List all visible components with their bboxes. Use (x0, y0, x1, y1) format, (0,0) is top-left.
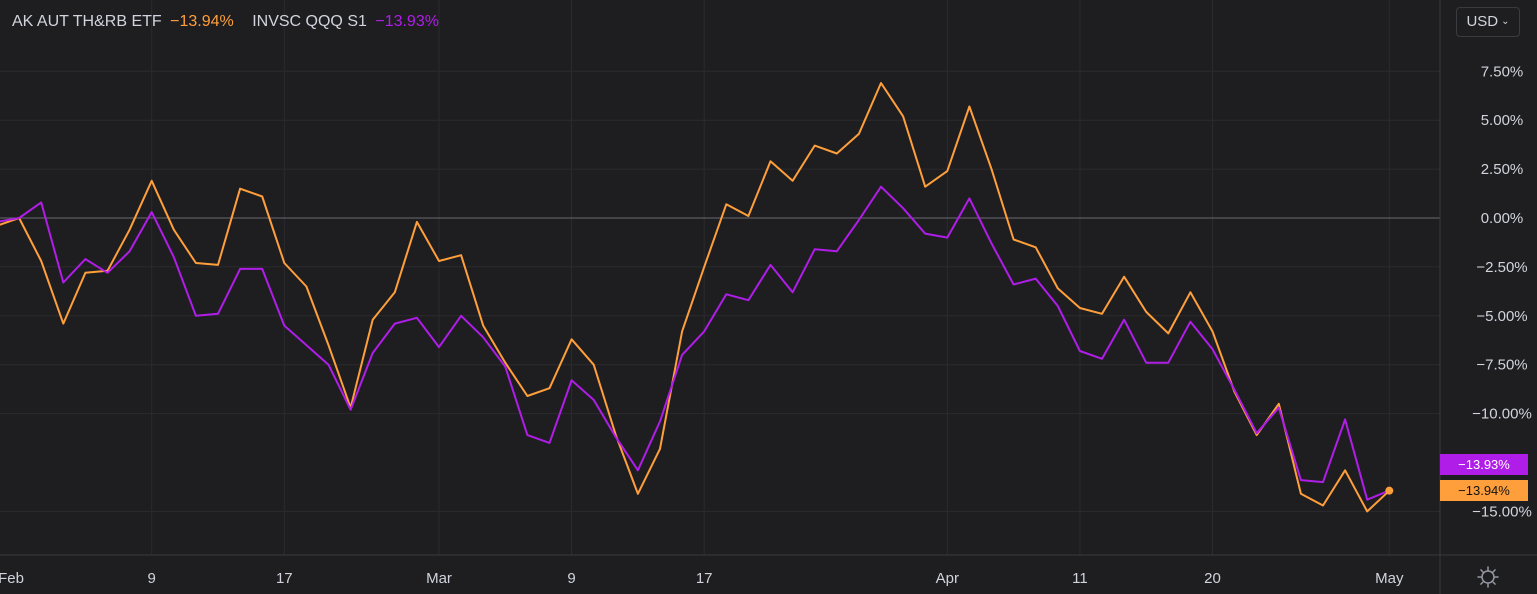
y-tick-label: 0.00% (1481, 210, 1524, 227)
x-tick-label: 20 (1204, 570, 1221, 587)
currency-dropdown-button[interactable]: USD ⌄ (1456, 7, 1520, 37)
y-tick-label: −10.00% (1472, 406, 1532, 423)
y-tick-label: −7.50% (1476, 357, 1527, 374)
series1-legend-value: −13.94% (170, 13, 234, 30)
series2-legend-value: −13.93% (375, 13, 439, 30)
y-tick-label: −5.00% (1476, 308, 1527, 325)
chevron-down-icon: ⌄ (1501, 16, 1510, 27)
y-tick-label: −2.50% (1476, 259, 1527, 276)
x-tick-label: 17 (276, 570, 293, 587)
series-layer (0, 82, 1394, 513)
y-tick-label: 7.50% (1481, 63, 1524, 80)
x-tick-label: 17 (696, 570, 713, 587)
gear-icon[interactable] (1476, 565, 1500, 589)
x-tick-label: 9 (567, 570, 575, 587)
currency-label: USD (1466, 13, 1499, 30)
y-tick-label: 2.50% (1481, 161, 1524, 178)
series-line-1 (0, 82, 1390, 513)
grid-lines (0, 0, 1440, 555)
x-tick-label: 11 (1072, 570, 1088, 587)
series-line-2 (0, 185, 1390, 501)
series2-legend-name: INVSC QQQ S1 (252, 13, 367, 30)
series1-end-marker (1385, 486, 1394, 495)
series1-legend-name: AK AUT TH&RB ETF (12, 13, 162, 30)
x-tick-label: Feb (0, 570, 24, 587)
series2-price-tag: −13.93% (1440, 454, 1528, 475)
y-tick-label: 5.00% (1481, 112, 1524, 129)
y-tick-label: −15.00% (1472, 503, 1532, 520)
x-tick-label: 9 (148, 570, 156, 587)
series1-price-tag: −13.94% (1440, 480, 1528, 501)
chart-legend: AK AUT TH&RB ETF −13.94% INVSC QQQ S1 −1… (12, 13, 443, 31)
x-tick-label: Mar (426, 570, 452, 587)
x-tick-label: May (1375, 570, 1404, 587)
x-tick-label: Apr (936, 570, 959, 587)
